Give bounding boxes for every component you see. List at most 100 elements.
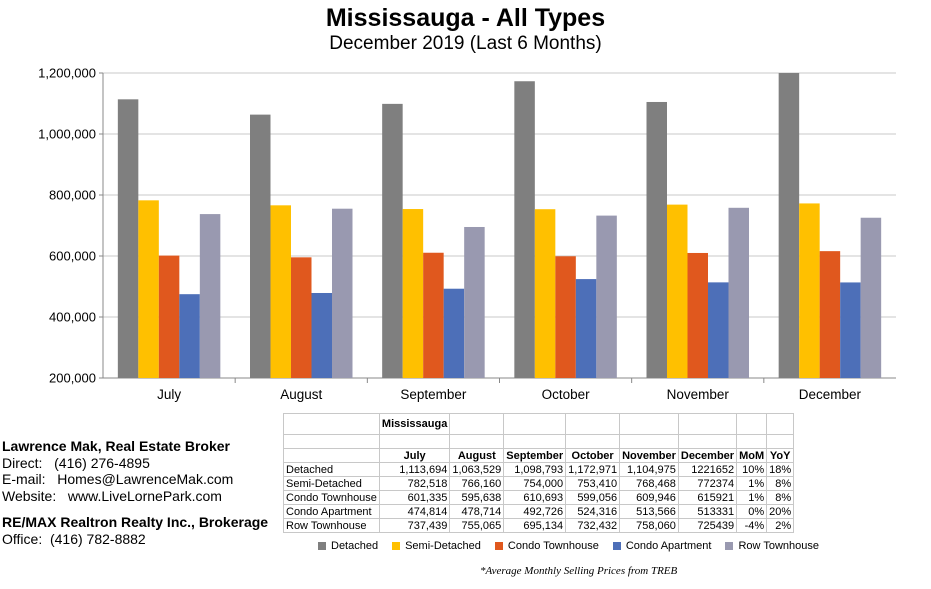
table-cell xyxy=(736,413,768,435)
bar-detached xyxy=(514,81,535,379)
legend-label: Detached xyxy=(331,540,379,552)
chart-legend: Detached Semi-Detached Condo Townhouse Cond… xyxy=(318,540,833,552)
legend-swatch xyxy=(392,542,401,550)
table-cell xyxy=(619,413,679,435)
table-cell xyxy=(677,413,738,435)
bar-detached xyxy=(117,99,139,378)
x-tick-label: December xyxy=(799,387,862,402)
table-spacer-row xyxy=(283,434,795,449)
table-cell: 2% xyxy=(766,518,795,533)
y-tick-label: 200,000 xyxy=(49,371,96,386)
chart-title: Mississauga - All Types xyxy=(325,4,606,32)
table-cell xyxy=(766,413,795,435)
table-header-cell: August xyxy=(449,448,505,463)
broker-name: Lawrence Mak, Real Estate Broker xyxy=(2,438,230,454)
table-cell: 474,814 xyxy=(378,504,451,519)
table-cell: 18% xyxy=(766,462,795,477)
table-row: Semi-Detached 782,518 766,160 754,000 753,41… xyxy=(283,476,795,491)
table-cell: 1221652 xyxy=(677,462,738,477)
bar-detached xyxy=(778,73,800,378)
bar-semi-detached xyxy=(138,200,159,378)
bar-semi-detached xyxy=(534,209,556,378)
bar-condo-apartment xyxy=(311,292,332,378)
website-value[interactable]: www.LiveLornePark.com xyxy=(67,487,222,504)
table-cell: 524,316 xyxy=(565,504,621,519)
row-label: Condo Townhouse xyxy=(283,490,380,505)
bar-detached xyxy=(250,114,271,378)
table-cell: 513,566 xyxy=(619,504,679,519)
table-cell xyxy=(565,413,621,435)
bar-condo-townhouse xyxy=(819,251,841,378)
legend-swatch xyxy=(494,542,503,550)
row-label: Detached xyxy=(283,462,380,477)
contact-block: Lawrence Mak, Real Estate Broker Direct:… xyxy=(2,438,268,547)
table-cell: 20% xyxy=(766,504,795,519)
table-cell xyxy=(283,413,380,435)
table-cell xyxy=(677,434,738,449)
bar-condo-apartment xyxy=(179,294,200,378)
email-value[interactable]: Homes@LawrenceMak.com xyxy=(57,471,234,487)
bar-semi-detached xyxy=(667,204,688,378)
bar-row-townhouse xyxy=(596,215,617,378)
table-cell xyxy=(766,434,795,449)
bar-chart: 200,000 400,000 600,000 800,000 1,000,000 1,2… xyxy=(38,66,896,402)
table-header-cell: MoM xyxy=(736,448,768,463)
table-cell xyxy=(503,434,567,449)
website-row: Website: www.LiveLornePark.com xyxy=(2,488,268,505)
direct-label: Direct: xyxy=(2,454,43,471)
table-cell: 758,060 xyxy=(619,518,679,533)
email-row: E-mail: Homes@LawrenceMak.com xyxy=(2,471,268,488)
table-cell: 1,113,694 xyxy=(378,462,451,477)
row-label: Row Townhouse xyxy=(283,518,380,533)
table-cell: 595,638 xyxy=(449,490,505,505)
table-cell xyxy=(503,413,567,435)
table-header-cell: November xyxy=(619,448,679,463)
table-cell: 599,056 xyxy=(565,490,621,505)
bar-condo-townhouse xyxy=(158,255,180,378)
table-cell: 782,518 xyxy=(378,476,451,491)
bar-semi-detached xyxy=(270,205,291,378)
table-header-cell: July xyxy=(378,448,451,463)
table-cell: 0% xyxy=(736,504,768,519)
table-cell: 732,432 xyxy=(565,518,621,533)
table-cell xyxy=(283,434,380,449)
table-header-cell: October xyxy=(565,448,621,463)
bar-condo-townhouse xyxy=(423,252,444,378)
table-cell xyxy=(449,434,505,449)
legend-item: Detached xyxy=(318,540,378,552)
bar-condo-apartment xyxy=(443,288,465,378)
table-cell: 513331 xyxy=(677,504,738,519)
table-cell: 695,134 xyxy=(503,518,567,533)
x-tick-label: August xyxy=(280,387,322,402)
y-tick-label: 800,000 xyxy=(49,188,96,203)
x-tick-label: September xyxy=(400,387,467,402)
legend-label: Condo Townhouse xyxy=(507,540,599,552)
y-tick-label: 600,000 xyxy=(49,249,96,264)
bar-semi-detached xyxy=(402,209,424,378)
table-header-cell xyxy=(283,448,380,463)
table-header-cell: December xyxy=(677,448,738,463)
table-row: Detached 1,113,694 1,063,529 1,098,793 1,172… xyxy=(283,462,795,477)
table-cell: 753,410 xyxy=(565,476,621,491)
table-cell: 1,098,793 xyxy=(503,462,567,477)
table-cell: 1% xyxy=(736,476,768,491)
bar-condo-townhouse xyxy=(687,252,708,378)
table-cell: 10% xyxy=(736,462,768,477)
chart-subtitle: December 2019 (Last 6 Months) xyxy=(329,33,602,54)
bar-semi-detached xyxy=(799,203,820,378)
y-tick-label: 400,000 xyxy=(49,310,96,325)
direct-phone-row: Direct: (416) 276-4895 xyxy=(2,455,268,472)
table-cell: 1,063,529 xyxy=(449,462,505,477)
bar-detached xyxy=(646,101,667,378)
legend-item: Semi-Detached xyxy=(392,540,481,552)
legend-swatch xyxy=(318,542,326,550)
brokerage-name: RE/MAX Realtron Realty Inc., Brokerage xyxy=(2,514,269,530)
table-cell: 601,335 xyxy=(378,490,451,505)
bar-condo-apartment xyxy=(708,282,729,378)
row-label: Semi-Detached xyxy=(283,476,380,491)
table-header-row: July August September October November Decemb… xyxy=(283,448,795,463)
table-cell xyxy=(736,434,768,449)
table-cell: 1,104,975 xyxy=(619,462,679,477)
legend-swatch xyxy=(725,542,734,550)
legend-label: Condo Apartment xyxy=(625,540,712,552)
